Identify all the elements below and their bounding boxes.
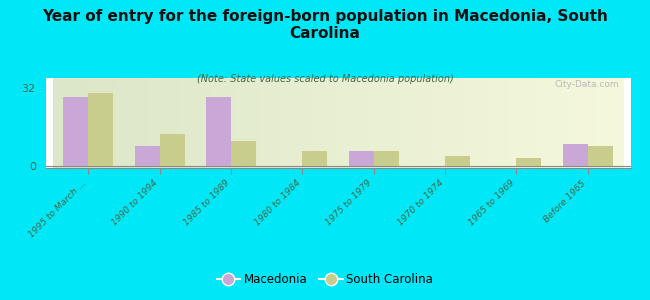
Text: Year of entry for the foreign-born population in Macedonia, South
Carolina: Year of entry for the foreign-born popul… bbox=[42, 9, 608, 41]
Bar bbox=[63, 98, 88, 166]
Bar bbox=[348, 151, 374, 166]
Legend: Macedonia, South Carolina: Macedonia, South Carolina bbox=[212, 269, 438, 291]
Bar bbox=[88, 93, 113, 166]
Bar bbox=[563, 144, 588, 166]
Bar bbox=[374, 151, 398, 166]
Bar bbox=[206, 98, 231, 166]
Text: City-Data.com: City-Data.com bbox=[554, 80, 619, 89]
Bar bbox=[302, 151, 328, 166]
Text: (Note: State values scaled to Macedonia population): (Note: State values scaled to Macedonia … bbox=[196, 74, 454, 83]
Bar bbox=[445, 156, 470, 166]
Bar bbox=[516, 158, 541, 166]
Bar bbox=[160, 134, 185, 166]
Bar bbox=[231, 141, 256, 166]
Bar bbox=[588, 146, 613, 166]
Bar bbox=[135, 146, 160, 166]
